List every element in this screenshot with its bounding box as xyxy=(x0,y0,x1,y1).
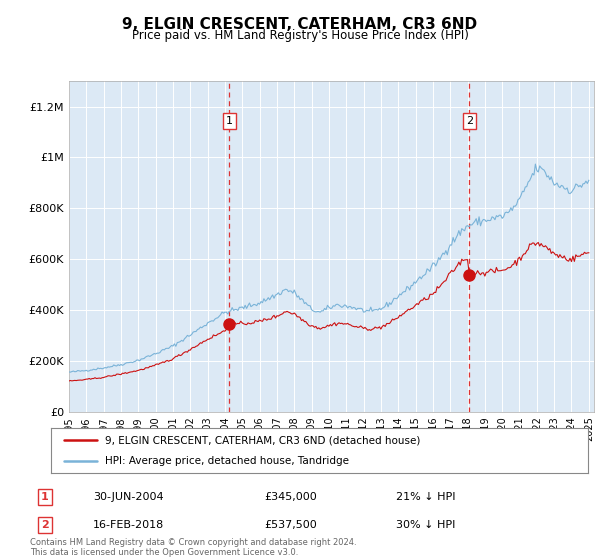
Text: 9, ELGIN CRESCENT, CATERHAM, CR3 6ND: 9, ELGIN CRESCENT, CATERHAM, CR3 6ND xyxy=(122,17,478,32)
Text: 30-JUN-2004: 30-JUN-2004 xyxy=(93,492,164,502)
Text: 9, ELGIN CRESCENT, CATERHAM, CR3 6ND (detached house): 9, ELGIN CRESCENT, CATERHAM, CR3 6ND (de… xyxy=(105,436,420,446)
Text: HPI: Average price, detached house, Tandridge: HPI: Average price, detached house, Tand… xyxy=(105,456,349,466)
Text: 30% ↓ HPI: 30% ↓ HPI xyxy=(396,520,455,530)
Text: 21% ↓ HPI: 21% ↓ HPI xyxy=(396,492,455,502)
Text: 1: 1 xyxy=(41,492,49,502)
Text: £537,500: £537,500 xyxy=(264,520,317,530)
Text: £345,000: £345,000 xyxy=(264,492,317,502)
Text: 2: 2 xyxy=(41,520,49,530)
Text: 2: 2 xyxy=(466,116,473,126)
Text: Price paid vs. HM Land Registry's House Price Index (HPI): Price paid vs. HM Land Registry's House … xyxy=(131,29,469,42)
Text: 1: 1 xyxy=(226,116,233,126)
Text: Contains HM Land Registry data © Crown copyright and database right 2024.
This d: Contains HM Land Registry data © Crown c… xyxy=(30,538,356,557)
Text: 16-FEB-2018: 16-FEB-2018 xyxy=(93,520,164,530)
